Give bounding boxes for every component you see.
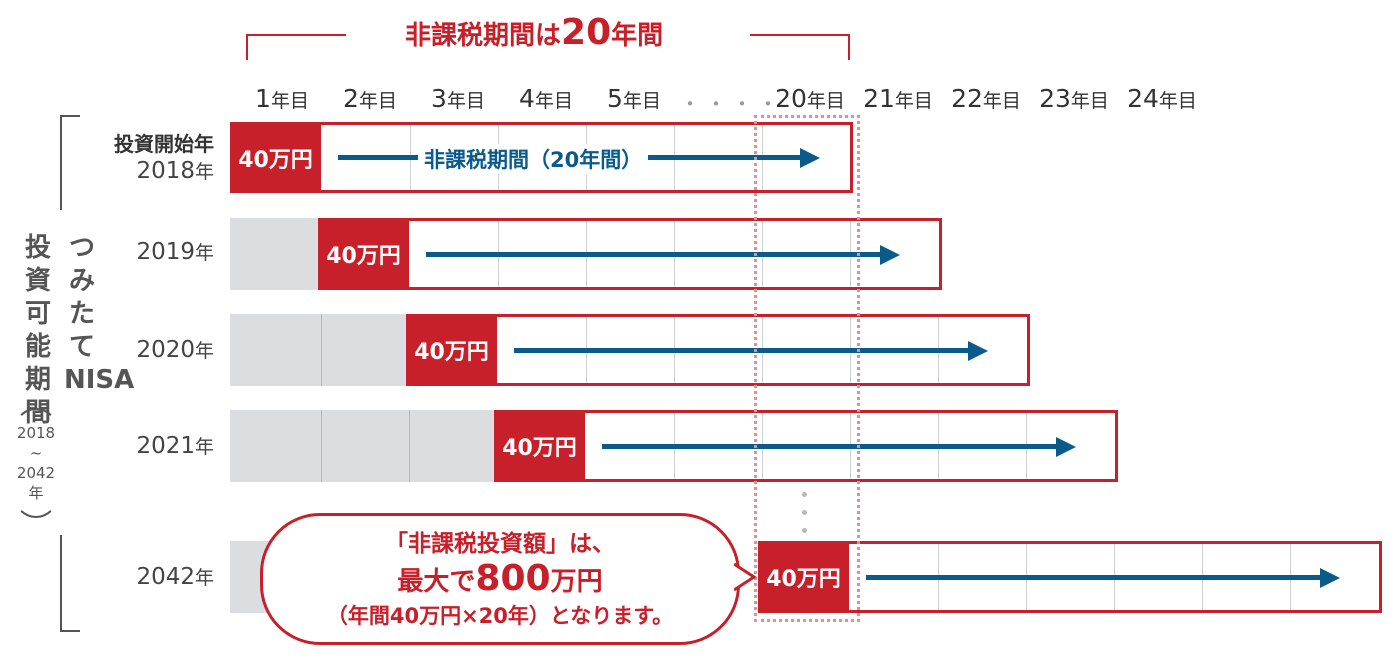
- row-2020-arrow: [514, 348, 970, 353]
- col-label-5: 5年目: [607, 84, 661, 113]
- row-2019-arrow: [426, 252, 882, 257]
- col-label-23: 23年目: [1039, 84, 1109, 113]
- side-bracket-bottom-cap: [60, 630, 80, 632]
- continuation-dot: [802, 510, 807, 515]
- bubble-line-2: 最大で800万円: [397, 557, 603, 599]
- gray-divider: [321, 410, 322, 482]
- speech-bubble-tail: [734, 562, 757, 592]
- row-2021-amount: 40万円: [494, 410, 585, 482]
- row-2021-arrow: [602, 444, 1058, 449]
- row-2020-gray: [230, 314, 408, 386]
- diagram-title: 非課税期間は20年間: [405, 12, 663, 53]
- tax-free-period-label: 非課税期間（20年間）: [418, 144, 649, 174]
- row-label-2019: 2019年: [136, 239, 214, 265]
- range-unit: 年: [28, 484, 44, 502]
- range-tilde: ~: [29, 444, 43, 462]
- start-year-header: 投資開始年: [114, 132, 214, 156]
- gray-divider: [321, 314, 322, 386]
- range-start: 2018: [16, 424, 56, 442]
- title-prefix: 非課税期間は: [405, 21, 562, 51]
- row-2021-gray: [230, 410, 496, 482]
- title-bracket-left: [246, 34, 346, 60]
- continuation-dot: [802, 528, 807, 533]
- row-label-2021: 2021年: [136, 433, 214, 459]
- side-bracket-top-cap: [60, 115, 80, 117]
- row-2018-arrow-head: [800, 148, 820, 168]
- row-label-2042: 2042年: [136, 564, 214, 590]
- row-2021-arrow-head: [1056, 437, 1076, 457]
- title-highlight: 20: [561, 12, 612, 53]
- col-label-22: 22年目: [951, 84, 1021, 113]
- tsumitate-nisa-label: つみたてNISA: [64, 233, 135, 395]
- bubble-line-1: 「非課税投資額」は、: [385, 530, 615, 557]
- gray-divider: [409, 410, 410, 482]
- row-2020-amount: 40万円: [406, 314, 497, 386]
- col-label-24: 24年目: [1127, 84, 1197, 113]
- col-label-2: 2年目: [343, 84, 397, 113]
- row-label-2020: 2020年: [136, 337, 214, 363]
- row-2020-arrow-head: [968, 341, 988, 361]
- side-bracket-bottom-line: [60, 535, 62, 632]
- row-2042-arrow-head: [1320, 568, 1340, 588]
- row-2018-amount: 40万円: [230, 122, 321, 193]
- bubble-line-3: （年間40万円×20年）となります。: [326, 603, 674, 628]
- col-label-21: 21年目: [863, 84, 933, 113]
- column-dots: ・・・・: [680, 92, 784, 116]
- speech-bubble: 「非課税投資額」は、 最大で800万円 （年間40万円×20年）となります。: [260, 513, 740, 645]
- title-bracket-right: [750, 34, 850, 60]
- row-label-2018: 投資開始年 2018年: [104, 128, 214, 184]
- title-suffix: 年間: [611, 21, 664, 51]
- range-end: 2042: [16, 464, 56, 482]
- col-label-1: 1年目: [255, 84, 309, 113]
- side-bracket-top-line: [60, 115, 62, 210]
- row-2042-amount: 40万円: [758, 541, 849, 613]
- row-2019-arrow-head: [880, 245, 900, 265]
- year-20-highlight: [754, 115, 860, 622]
- row-2019-amount: 40万円: [318, 218, 409, 290]
- row-2042-arrow: [866, 575, 1322, 580]
- row-2019-gray: [230, 218, 320, 290]
- col-label-4: 4年目: [519, 84, 573, 113]
- investment-period-label: 投資可能期間: [24, 233, 51, 428]
- range-paren: [14, 408, 58, 518]
- continuation-dot: [802, 492, 807, 497]
- col-label-3: 3年目: [431, 84, 485, 113]
- col-label-20: 20年目: [775, 84, 845, 113]
